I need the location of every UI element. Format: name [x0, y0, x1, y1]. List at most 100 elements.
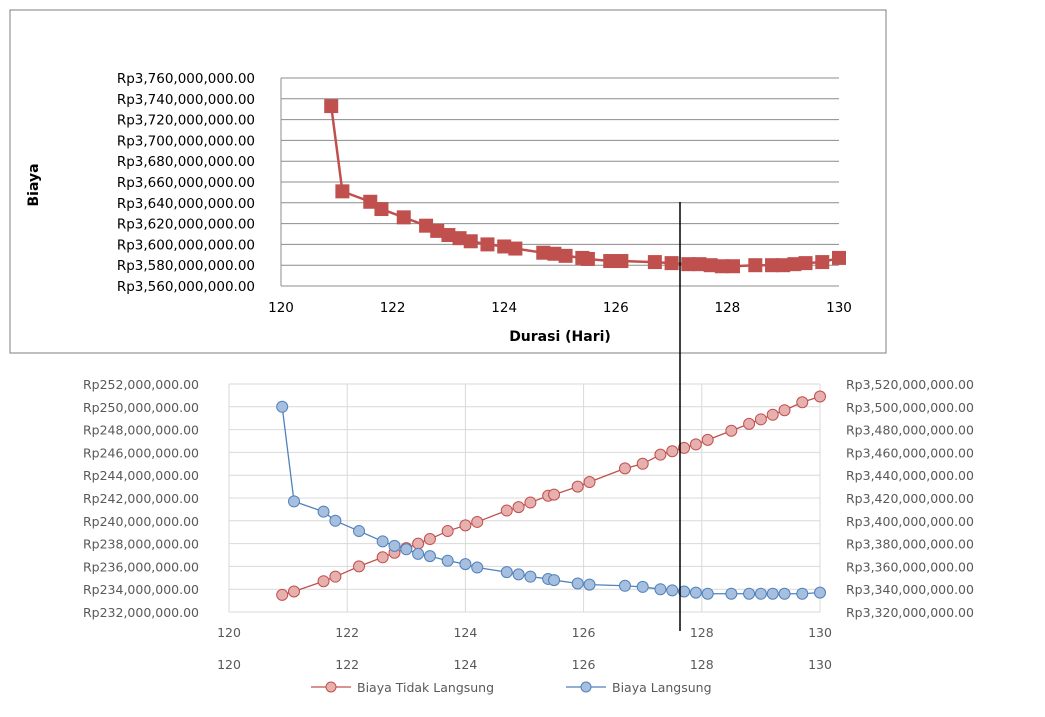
top-y-tick-label: Rp3,620,000,000.00 — [117, 217, 255, 233]
top-data-point — [692, 257, 707, 272]
top-data-point — [441, 228, 456, 243]
bottom-data-point — [524, 496, 537, 509]
top-x-tick-label: 122 — [380, 300, 406, 316]
bottom-x-tick-label: 124 — [453, 625, 477, 640]
bottom-data-point — [459, 519, 472, 532]
bottom-y-left-tick-label: Rp248,000,000.00 — [83, 423, 199, 438]
top-data-point — [558, 248, 573, 263]
bottom-data-point — [317, 575, 330, 588]
top-data-point — [603, 254, 618, 269]
bottom-data-point — [471, 515, 484, 528]
top-data-point — [815, 255, 830, 270]
bottom-data-point — [678, 441, 691, 454]
top-data-point — [480, 237, 495, 252]
top-data-point — [647, 255, 662, 270]
top-data-point — [614, 254, 629, 269]
bottom-data-point — [725, 587, 738, 600]
bottom-secondary-x-tick-label: 120 — [217, 657, 241, 672]
bottom-data-point — [400, 543, 413, 556]
bottom-data-point — [329, 514, 342, 527]
bottom-data-point — [766, 408, 779, 421]
bottom-y-right-tick-label: Rp3,360,000,000.00 — [846, 559, 974, 574]
bottom-y-left-tick-label: Rp252,000,000.00 — [83, 377, 199, 392]
bottom-y-left-tick-label: Rp240,000,000.00 — [83, 514, 199, 529]
top-y-tick-label: Rp3,700,000,000.00 — [117, 133, 255, 149]
bottom-data-point — [778, 587, 791, 600]
bottom-y-right-tick-label: Rp3,440,000,000.00 — [846, 468, 974, 483]
bottom-x-tick-label: 120 — [217, 625, 241, 640]
bottom-data-point — [376, 551, 389, 564]
top-data-point — [580, 251, 595, 266]
bottom-data-point — [317, 505, 330, 518]
top-y-tick-label: Rp3,640,000,000.00 — [117, 196, 255, 212]
top-data-point — [463, 234, 478, 249]
top-data-point — [430, 223, 445, 238]
top-data-point — [664, 256, 679, 271]
top-y-tick-label: Rp3,760,000,000.00 — [117, 71, 255, 87]
bottom-data-point — [412, 547, 425, 560]
bottom-secondary-x-tick-label: 130 — [808, 657, 832, 672]
top-data-point — [497, 239, 512, 254]
top-data-point — [508, 241, 523, 256]
bottom-data-point — [412, 537, 425, 550]
bottom-data-point — [754, 413, 767, 426]
bottom-data-point — [796, 587, 809, 600]
top-x-axis-title: Durasi (Hari) — [509, 329, 611, 345]
bottom-y-left-tick-label: Rp250,000,000.00 — [83, 400, 199, 415]
bottom-y-left-tick-label: Rp238,000,000.00 — [83, 537, 199, 552]
bottom-data-point — [701, 433, 714, 446]
bottom-data-point — [376, 535, 389, 548]
bottom-secondary-x-tick-label: 128 — [690, 657, 714, 672]
bottom-x-tick-label: 128 — [690, 625, 714, 640]
bottom-data-point — [423, 550, 436, 563]
top-data-point — [765, 258, 780, 273]
bottom-data-point — [636, 457, 649, 470]
top-y-axis-title: Biaya — [26, 163, 42, 206]
bottom-y-right-tick-label: Rp3,500,000,000.00 — [846, 400, 974, 415]
bottom-data-point — [743, 587, 756, 600]
top-x-tick-label: 130 — [826, 300, 852, 316]
bottom-data-point — [618, 579, 631, 592]
top-data-point — [787, 257, 802, 272]
bottom-y-left-tick-label: Rp242,000,000.00 — [83, 491, 199, 506]
legend: Biaya Tidak Langsung Biaya Langsung — [311, 680, 712, 695]
bottom-data-point — [778, 404, 791, 417]
top-x-tick-label: 124 — [491, 300, 517, 316]
bottom-y-right-tick-label: Rp3,400,000,000.00 — [846, 514, 974, 529]
bottom-y-right-tick-label: Rp3,480,000,000.00 — [846, 423, 974, 438]
bottom-data-point — [689, 586, 702, 599]
top-data-point — [714, 259, 729, 274]
bottom-data-point — [548, 488, 561, 501]
top-y-tick-label: Rp3,720,000,000.00 — [117, 113, 255, 129]
bottom-data-point — [743, 417, 756, 430]
top-data-point — [798, 256, 813, 271]
top-data-point — [703, 258, 718, 273]
bottom-data-point — [654, 583, 667, 596]
top-data-point — [748, 258, 763, 273]
bottom-data-point — [766, 587, 779, 600]
bottom-secondary-x-tick-label: 126 — [572, 657, 596, 672]
bottom-secondary-x-tick-label: 124 — [453, 657, 477, 672]
bottom-y-left-tick-label: Rp232,000,000.00 — [83, 605, 199, 620]
bottom-data-point — [583, 578, 596, 591]
bottom-data-point — [571, 480, 584, 493]
top-data-point — [419, 218, 434, 233]
bottom-data-point — [654, 448, 667, 461]
bottom-data-point — [689, 438, 702, 451]
top-data-point — [725, 259, 740, 274]
bottom-data-point — [666, 584, 679, 597]
bottom-data-point — [666, 445, 679, 458]
bottom-data-point — [754, 587, 767, 600]
top-y-tick-label: Rp3,560,000,000.00 — [117, 279, 255, 295]
top-y-tick-label: Rp3,600,000,000.00 — [117, 237, 255, 253]
bottom-data-point — [353, 560, 366, 573]
top-y-tick-label: Rp3,580,000,000.00 — [117, 258, 255, 274]
legend-marker — [325, 681, 337, 693]
bottom-data-point — [701, 587, 714, 600]
bottom-y-right-tick-label: Rp3,520,000,000.00 — [846, 377, 974, 392]
top-x-tick-label: 120 — [268, 300, 294, 316]
bottom-data-point — [353, 525, 366, 538]
bottom-secondary-x-tick-label: 122 — [335, 657, 359, 672]
top-x-tick-label: 126 — [603, 300, 629, 316]
bottom-data-point — [512, 501, 525, 514]
